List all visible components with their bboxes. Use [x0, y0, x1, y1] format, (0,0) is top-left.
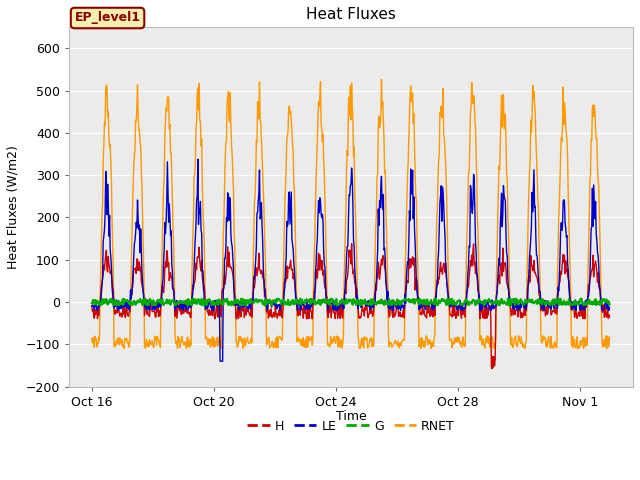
Legend: H, LE, G, RNET: H, LE, G, RNET	[242, 415, 460, 438]
Text: EP_level1: EP_level1	[74, 12, 141, 24]
Title: Heat Fluxes: Heat Fluxes	[306, 7, 396, 22]
Y-axis label: Heat Fluxes (W/m2): Heat Fluxes (W/m2)	[7, 145, 20, 269]
X-axis label: Time: Time	[335, 410, 366, 423]
